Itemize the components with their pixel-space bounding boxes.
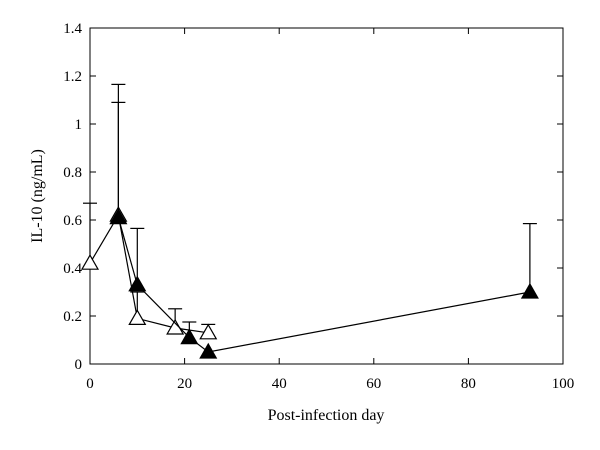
- y-tick-label: 0.6: [63, 213, 82, 229]
- open-triangle-marker: [80, 253, 100, 270]
- x-tick-label: 60: [366, 376, 381, 392]
- series-1: [109, 83, 539, 359]
- x-tick-label: 20: [177, 376, 192, 392]
- ticks: [89, 27, 564, 365]
- y-tick-label: 1.4: [63, 21, 82, 37]
- filled-triangle-marker: [128, 275, 147, 292]
- axes: [89, 27, 564, 365]
- open-triangle-marker: [128, 309, 147, 325]
- filled-triangle-marker: [109, 208, 128, 225]
- filled-triangle-marker: [199, 342, 218, 359]
- y-tick-label: 0.2: [63, 309, 82, 325]
- y-tick-label: 1: [75, 117, 83, 133]
- series-line: [89, 213, 209, 334]
- x-tick-label: 0: [86, 376, 94, 392]
- open-triangle-marker: [199, 323, 218, 340]
- y-tick-label: 0: [75, 357, 83, 373]
- plot-frame: [89, 27, 564, 365]
- y-tick-label: 1.2: [63, 69, 82, 85]
- x-tick-label: 100: [552, 376, 575, 392]
- y-axis-label: IL-10 (ng/mL): [29, 149, 46, 243]
- filled-triangle-marker: [180, 328, 199, 345]
- x-tick-label: 80: [461, 376, 476, 392]
- series: [80, 83, 539, 359]
- tick-labels: 0 20 40 60 80 100 0 0.2 0.4 0.6 0.8 1 1.2 1.4: [63, 21, 574, 392]
- y-tick-label: 0.8: [63, 165, 82, 181]
- filled-triangle-marker: [520, 282, 539, 299]
- x-axis-label: Post-infection day: [268, 407, 385, 424]
- y-tick-label: 0.4: [63, 261, 82, 277]
- x-tick-label: 40: [272, 376, 287, 392]
- series-0: [80, 101, 218, 340]
